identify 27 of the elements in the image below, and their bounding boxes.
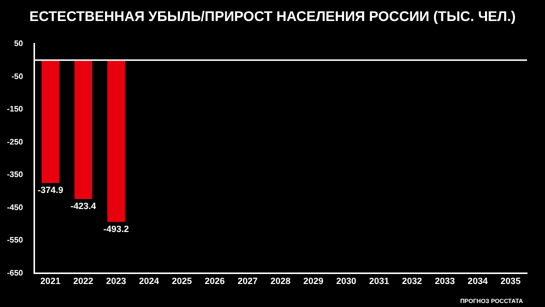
x-tick-label: 2026 [204,276,225,286]
x-tick-label: 2030 [336,276,356,286]
x-tick-label: 2021 [40,276,60,286]
x-tick-label: 2027 [238,276,258,286]
x-tick-label: 2025 [172,276,192,286]
x-tick-label: 2022 [73,276,94,286]
x-tick-label: 2032 [402,276,422,286]
x-tick-label: 2035 [500,276,521,286]
x-tick-label: 2034 [468,276,488,286]
data-label: -423.4 [70,200,96,211]
x-tick-label: 2029 [303,276,324,286]
x-tick-label: 2028 [270,276,291,286]
y-tick-label: -450 [6,202,24,212]
y-tick-label: -550 [6,236,24,245]
x-tick-label: 2033 [434,276,455,286]
data-label: -374.9 [38,185,64,196]
x-tick-label: 2031 [369,276,390,286]
x-tick-label: 2024 [139,276,160,286]
y-tick-label: -50 [11,72,24,81]
data-label: -493.2 [103,224,129,234]
chart-title: ЕСТЕСТВЕННАЯ УБЫЛЬ/ПРИРОСТ НАСЕЛЕНИЯ РОССИИ (ТЫС. ЧЕЛ.) [28,8,517,24]
y-tick-label: -350 [6,170,24,180]
y-tick-label: -150 [6,104,24,114]
x-tick-label: 2023 [106,276,126,286]
y-tick-label: 50 [14,39,24,48]
y-tick-label: -650 [6,268,24,278]
y-tick-label: -250 [6,137,24,146]
